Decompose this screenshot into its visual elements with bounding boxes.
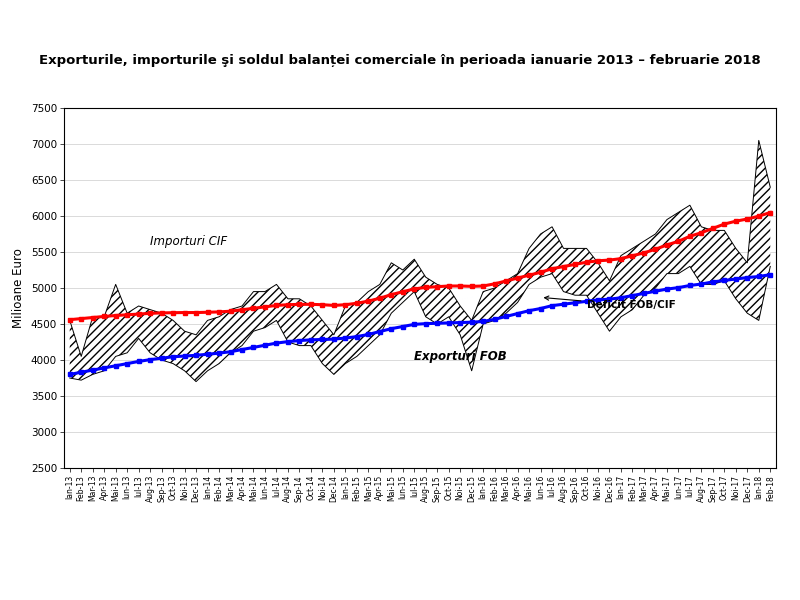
Medie mobila 12 luni   Exporturi FOB: [674, 284, 683, 291]
Medie mobila 12 luni   Exporturi FOB: [249, 344, 258, 351]
Med e mobila 12 luni   Importuri CIF: [490, 280, 499, 287]
Medie mobila 12 luni   Exporturi FOB: [766, 271, 775, 278]
Medie mobila 12 luni   Exporturi FOB: [122, 360, 132, 367]
Text: Exporturi FOB: Exporturi FOB: [414, 350, 507, 363]
Text: Deficit FOB/CIF: Deficit FOB/CIF: [545, 296, 675, 310]
Y-axis label: Milioane Euro: Milioane Euro: [12, 248, 26, 328]
Line: Medie mobila 12 luni   Exporturi FOB: Medie mobila 12 luni Exporturi FOB: [68, 273, 772, 376]
Medie mobila 12 luni   Exporturi FOB: [490, 316, 499, 323]
Med e mobila 12 luni   Importuri CIF: [766, 209, 775, 216]
Med e mobila 12 luni   Importuri CIF: [122, 311, 132, 319]
Med e mobila 12 luni   Importuri CIF: [202, 308, 212, 316]
Med e mobila 12 luni   Importuri CIF: [754, 212, 763, 220]
Med e mobila 12 luni   Importuri CIF: [249, 305, 258, 312]
Text: Importuri CIF: Importuri CIF: [150, 235, 227, 248]
Medie mobila 12 luni   Exporturi FOB: [65, 371, 74, 378]
Med e mobila 12 luni   Importuri CIF: [674, 238, 683, 245]
Line: Med e mobila 12 luni   Importuri CIF: Med e mobila 12 luni Importuri CIF: [68, 211, 772, 322]
Medie mobila 12 luni   Exporturi FOB: [754, 273, 763, 280]
Text: Exporturile, importurile şi soldul balanței comerciale în perioada ianuarie 2013: Exporturile, importurile şi soldul balan…: [39, 54, 761, 67]
Med e mobila 12 luni   Importuri CIF: [65, 316, 74, 323]
Medie mobila 12 luni   Exporturi FOB: [202, 350, 212, 358]
